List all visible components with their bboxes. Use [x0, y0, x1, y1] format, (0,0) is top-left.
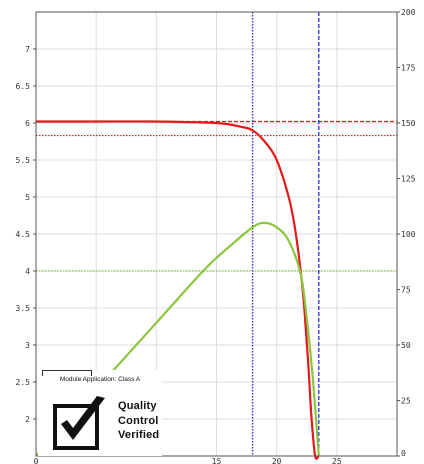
y-tick-label: 3: [25, 341, 30, 350]
badge-line-verified: Verified: [118, 429, 160, 441]
x-tick-label: 25: [332, 457, 342, 464]
badge-caption: Module Application: Class A: [59, 376, 141, 383]
x-tick-label: 20: [272, 457, 282, 464]
quality-badge: Module Application: Class A Quality Cont…: [38, 370, 162, 456]
y2-tick-label: 75: [401, 286, 411, 295]
y2-tick-label: 50: [401, 341, 411, 350]
y-tick-label: 2: [25, 415, 30, 424]
y-tick-label: 3.5: [16, 304, 31, 313]
current-curve: [36, 120, 320, 460]
badge-line-control: Control: [118, 414, 159, 427]
badge-words: Quality Control Verified: [118, 399, 159, 443]
y-tick-label: 4.5: [16, 230, 31, 239]
checkmark-box-icon: [53, 396, 105, 450]
y2-tick-label: 100: [401, 230, 416, 239]
y-tick-label: 5: [25, 193, 30, 202]
y2-tick-label: 150: [401, 119, 416, 128]
power-curve: [35, 221, 320, 457]
badge-line-quality: Quality: [118, 400, 157, 412]
y-tick-label: 4: [25, 267, 30, 276]
y2-tick-label: 125: [401, 175, 416, 184]
y-tick-label: 2.5: [16, 378, 31, 387]
x-tick-label: 0: [34, 457, 39, 464]
y2-tick-label: 0: [401, 449, 406, 458]
series-lines: [35, 120, 320, 460]
badge-bracket: [42, 370, 92, 376]
y-tick-label: 6: [25, 119, 30, 128]
y2-tick-label: 25: [401, 397, 411, 406]
y-tick-label: 6.5: [16, 82, 31, 91]
y-tick-label: 7: [25, 45, 30, 54]
plot-frame: [35, 11, 398, 457]
x-tick-label: 15: [212, 457, 222, 464]
y2-tick-label: 175: [401, 64, 416, 73]
tick-labels: 22.533.544.555.566.570255075100125150175…: [16, 8, 416, 464]
y2-tick-label: 200: [401, 8, 416, 17]
y-tick-label: 5.5: [16, 156, 31, 165]
